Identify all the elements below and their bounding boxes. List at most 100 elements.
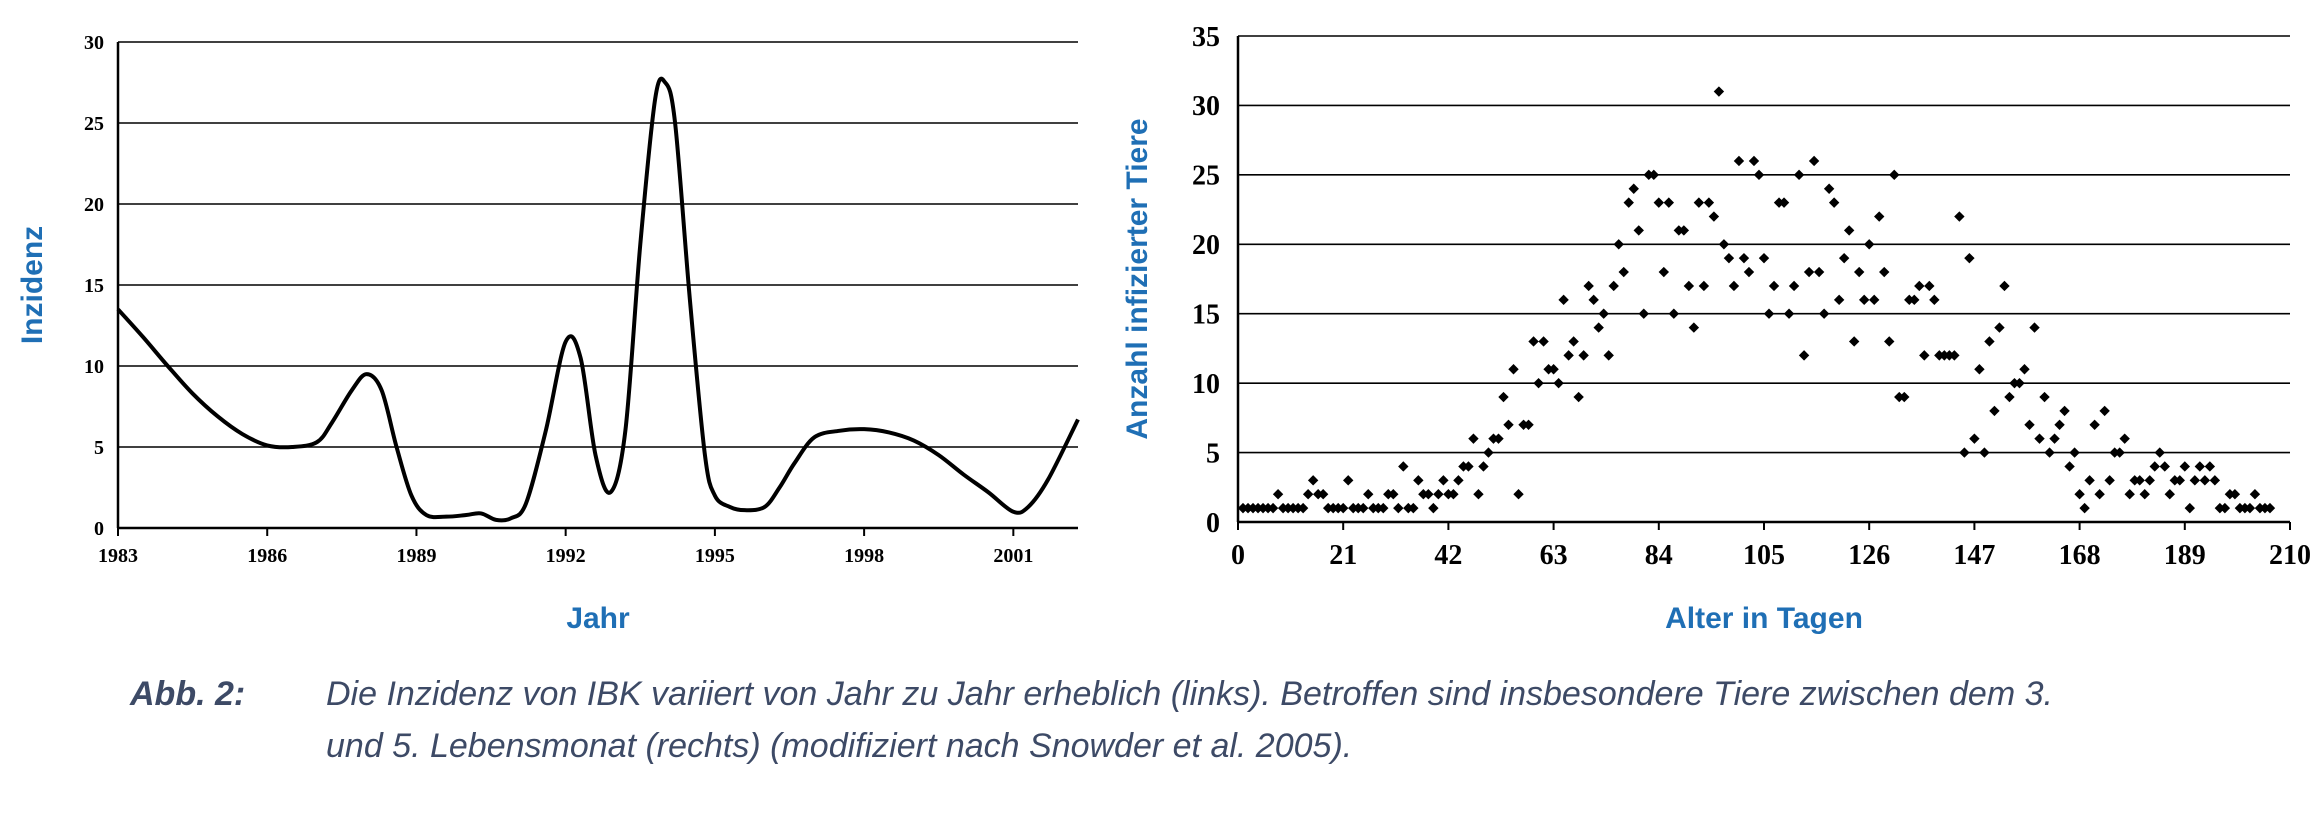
scatter-point bbox=[1633, 225, 1644, 236]
scatter-point bbox=[1874, 211, 1885, 222]
scatter-point bbox=[1984, 336, 1995, 347]
scatter-point bbox=[2049, 433, 2060, 444]
x-tick-label: 21 bbox=[1329, 540, 1357, 571]
y-tick-label: 25 bbox=[1192, 161, 1220, 192]
scatter-point bbox=[1613, 239, 1624, 250]
scatter-point bbox=[1548, 364, 1559, 375]
caption-label: Abb. 2: bbox=[130, 675, 246, 713]
incidence-line-chart: 0 5 10 15 20 25 30 1983 1986 1989 1992 1995 1998 2001… bbox=[16, 32, 1080, 635]
scatter-point bbox=[1473, 489, 1484, 500]
x-tick-label: 168 bbox=[2059, 540, 2101, 571]
scatter-point bbox=[1603, 350, 1614, 361]
x-tick-label: 0 bbox=[1231, 540, 1245, 571]
scatter-point bbox=[2209, 475, 2221, 486]
scatter-point bbox=[1708, 211, 1720, 222]
scatter-point bbox=[1919, 350, 1930, 361]
scatter-point bbox=[1593, 322, 1604, 333]
scatter-point bbox=[1558, 294, 1569, 306]
scatter-point bbox=[2079, 502, 2090, 514]
scatter-point bbox=[1833, 294, 1845, 306]
scatter-point bbox=[2189, 475, 2201, 486]
scatter-point bbox=[1493, 433, 1504, 444]
scatter-point bbox=[1869, 294, 1880, 306]
scatter-point bbox=[1628, 183, 1639, 194]
scatter-point bbox=[1778, 197, 1790, 208]
scatter-point bbox=[2084, 475, 2095, 486]
scatter-point bbox=[2059, 405, 2070, 417]
x-tick-label: 210 bbox=[2269, 540, 2311, 571]
scatter-point bbox=[1843, 225, 1855, 236]
y-axis-title: Inzidenz bbox=[16, 226, 49, 344]
x-tick-label: 126 bbox=[1848, 540, 1890, 571]
scatter-point bbox=[1693, 197, 1705, 208]
y-tick-label: 25 bbox=[84, 113, 104, 135]
scatter-point bbox=[1553, 377, 1564, 389]
scatter-point bbox=[1718, 239, 1730, 250]
x-tick-label: 1995 bbox=[695, 545, 735, 567]
scatter-point bbox=[1297, 502, 1309, 514]
scatter-point bbox=[1703, 197, 1715, 208]
scatter-point bbox=[1463, 461, 1474, 472]
scatter-point bbox=[2089, 419, 2100, 430]
scatter-point bbox=[1393, 502, 1404, 514]
scatter-point bbox=[2249, 489, 2261, 500]
scatter-point bbox=[1483, 447, 1494, 458]
scatter-point bbox=[1808, 155, 1820, 167]
scatter-point bbox=[2149, 461, 2160, 472]
y-axis-title: Anzahl infizierter Tiere bbox=[1121, 118, 1154, 439]
scatter-point bbox=[1658, 266, 1670, 278]
scatter-point bbox=[1753, 169, 1765, 181]
scatter-point bbox=[2204, 461, 2216, 472]
scatter-point bbox=[1513, 489, 1524, 500]
scatter-point bbox=[1974, 364, 1985, 375]
scatter-point bbox=[1338, 502, 1349, 514]
scatter-point bbox=[2174, 475, 2185, 486]
scatter-point bbox=[1929, 294, 1940, 306]
scatter-point bbox=[2019, 364, 2030, 375]
scatter-point bbox=[1783, 308, 1795, 319]
scatter-point bbox=[2064, 461, 2075, 472]
scatter-point bbox=[1568, 336, 1579, 347]
scatter-point bbox=[1398, 461, 1409, 472]
scatter-point bbox=[1838, 252, 1850, 264]
scatter-point bbox=[2164, 489, 2175, 500]
scatter-point bbox=[2154, 447, 2165, 458]
scatter-point bbox=[1889, 169, 1900, 181]
x-tick-label: 42 bbox=[1434, 540, 1462, 571]
y-tick-label: 0 bbox=[94, 518, 104, 540]
scatter-point bbox=[1438, 475, 1449, 486]
scatter-point bbox=[1272, 489, 1284, 500]
scatter-point bbox=[1828, 197, 1840, 208]
scatter-point bbox=[1999, 280, 2010, 292]
scatter-point bbox=[1358, 502, 1369, 514]
y-tick-label: 15 bbox=[84, 275, 104, 297]
scatter-point bbox=[1743, 266, 1755, 278]
scatter-point bbox=[1448, 489, 1459, 500]
caption-line-1: Die Inzidenz von IBK variiert von Jahr z… bbox=[326, 675, 2053, 713]
scatter-point bbox=[1453, 475, 1464, 486]
scatter-point bbox=[1573, 391, 1584, 403]
scatter-point bbox=[1738, 252, 1750, 264]
scatter-point bbox=[1267, 502, 1279, 514]
scatter-point bbox=[2074, 489, 2085, 500]
scatter-point bbox=[2034, 433, 2045, 444]
scatter-point bbox=[2194, 461, 2206, 472]
scatter-point bbox=[1748, 155, 1760, 167]
x-tick-label: 1992 bbox=[546, 545, 586, 567]
scatter-point bbox=[1428, 502, 1439, 514]
scatter-point bbox=[2199, 475, 2211, 486]
scatter-point bbox=[1733, 155, 1745, 167]
scatter-point bbox=[1879, 266, 1890, 278]
scatter-point bbox=[1302, 489, 1314, 500]
scatter-point bbox=[1688, 322, 1700, 333]
scatter-point bbox=[1598, 308, 1609, 319]
scatter-point bbox=[1388, 489, 1399, 500]
scatter-point bbox=[1608, 280, 1619, 292]
scatter-point bbox=[1899, 391, 1910, 403]
scatter-point bbox=[1653, 197, 1664, 208]
scatter-point bbox=[1788, 280, 1800, 292]
scatter-point bbox=[1378, 502, 1389, 514]
x-tick-label: 1989 bbox=[396, 545, 436, 567]
scatter-point bbox=[2139, 489, 2150, 500]
